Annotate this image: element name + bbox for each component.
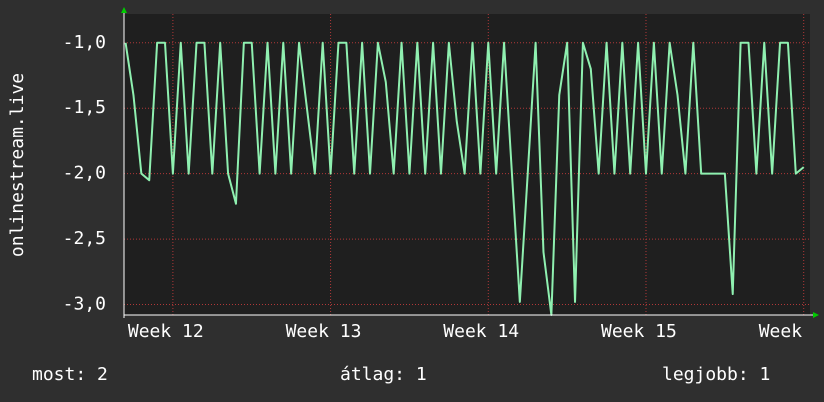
y-axis-arrow xyxy=(121,7,127,13)
y-tick-label: -1,0 xyxy=(63,32,106,53)
x-tick-label: Week 15 xyxy=(601,321,677,342)
footer-best: legjobb: 1 xyxy=(662,364,770,385)
marks xyxy=(124,41,805,316)
y-tick-label: -2,5 xyxy=(63,228,106,249)
y-tick-label: -3,0 xyxy=(63,294,106,315)
x-tick-label: Week 14 xyxy=(443,321,519,342)
x-tick-label: Week xyxy=(759,321,803,342)
x-tick-label: Week 13 xyxy=(286,321,362,342)
x-axis-arrow xyxy=(813,312,819,318)
y-tick-label: -2,0 xyxy=(63,163,106,184)
y-axis-label: onlinestream.live xyxy=(7,73,28,257)
footer-now: most: 2 xyxy=(32,364,108,385)
footer-average: átlag: 1 xyxy=(340,364,427,385)
data-line xyxy=(124,41,805,316)
x-tick-label: Week 12 xyxy=(128,321,204,342)
y-tick-label: -1,5 xyxy=(63,97,106,118)
